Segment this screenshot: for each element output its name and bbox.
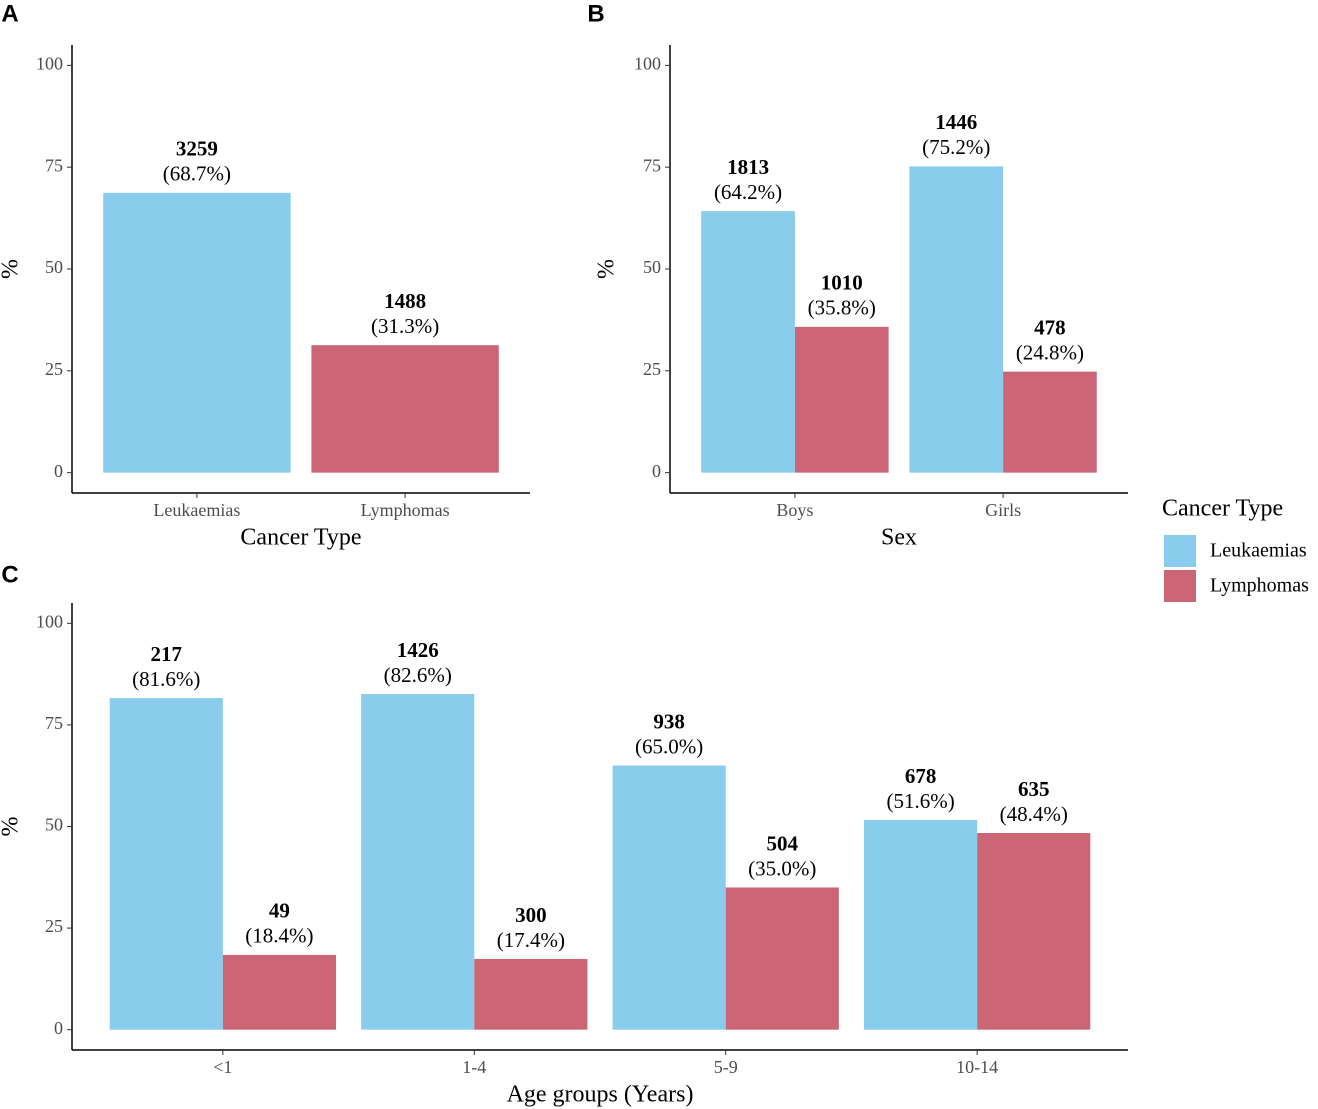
legend-key — [1164, 535, 1196, 567]
y-tick-label: 75 — [45, 713, 63, 733]
count-label: 1488 — [384, 289, 426, 313]
count-label: 300 — [515, 903, 547, 927]
x-tick-label: 1-4 — [462, 1057, 486, 1077]
y-axis-title: % — [0, 259, 24, 279]
legend-key — [1164, 570, 1196, 602]
count-label: 504 — [767, 831, 799, 855]
y-axis-title: % — [594, 259, 620, 279]
count-label: 217 — [151, 642, 183, 666]
count-label: 678 — [905, 764, 937, 788]
bar — [909, 166, 1004, 473]
bar — [109, 698, 223, 1030]
count-label: 938 — [653, 709, 685, 733]
x-tick-label: Leukaemias — [153, 500, 240, 520]
count-label: 635 — [1018, 777, 1050, 801]
bar — [864, 819, 978, 1030]
bar — [725, 887, 839, 1030]
y-tick-label: 0 — [54, 1018, 63, 1038]
panel-label: A — [1, 0, 18, 27]
value-label: (17.4%) — [497, 928, 565, 952]
x-tick-label: Girls — [985, 500, 1021, 520]
value-label: (35.0%) — [748, 856, 816, 880]
x-tick-label: Boys — [776, 500, 813, 520]
x-axis-title: Age groups (Years) — [507, 1082, 694, 1108]
y-tick-label: 100 — [36, 611, 63, 631]
value-label: (31.3%) — [371, 314, 439, 338]
bar — [474, 958, 588, 1030]
value-label: (81.6%) — [132, 667, 200, 691]
y-tick-label: 25 — [45, 359, 63, 379]
value-label: (75.2%) — [922, 135, 990, 159]
value-label: (65.0%) — [635, 734, 703, 758]
count-label: 1426 — [397, 638, 439, 662]
count-label: 1813 — [727, 155, 769, 179]
value-label: (48.4%) — [1000, 802, 1068, 826]
y-tick-label: 75 — [643, 155, 661, 175]
bar — [1003, 371, 1097, 473]
y-tick-label: 50 — [45, 257, 63, 277]
x-axis-title: Sex — [881, 525, 917, 551]
panel-label: C — [1, 561, 18, 588]
y-tick-label: 0 — [652, 461, 661, 481]
count-label: 1010 — [821, 271, 863, 295]
legend-title: Cancer Type — [1162, 496, 1283, 522]
y-tick-label: 100 — [36, 53, 63, 73]
bar — [977, 833, 1091, 1030]
bar — [361, 694, 475, 1030]
bar — [612, 765, 726, 1030]
value-label: (51.6%) — [886, 789, 954, 813]
legend-label: Lymphomas — [1210, 575, 1309, 597]
count-label: 3259 — [176, 137, 218, 161]
y-tick-label: 50 — [643, 257, 661, 277]
bar — [311, 345, 499, 473]
value-label: (24.8%) — [1016, 340, 1084, 364]
x-tick-label: <1 — [213, 1057, 232, 1077]
value-label: (35.8%) — [808, 296, 876, 320]
x-tick-label: 10-14 — [956, 1057, 998, 1077]
value-label: (82.6%) — [384, 663, 452, 687]
y-tick-label: 25 — [45, 916, 63, 936]
panel-label: B — [587, 0, 604, 27]
count-label: 478 — [1034, 315, 1066, 339]
bar — [222, 954, 336, 1030]
y-tick-label: 100 — [634, 53, 661, 73]
y-tick-label: 75 — [45, 155, 63, 175]
bar — [103, 192, 291, 473]
y-tick-label: 0 — [54, 461, 63, 481]
value-label: (68.7%) — [163, 162, 231, 186]
bar — [794, 326, 889, 473]
value-label: (18.4%) — [245, 924, 313, 948]
count-label: 49 — [269, 899, 290, 923]
x-axis-title: Cancer Type — [240, 525, 361, 551]
y-axis-title: % — [0, 817, 24, 837]
value-label: (64.2%) — [714, 180, 782, 204]
legend-label: Leukaemias — [1210, 540, 1307, 562]
x-tick-label: 5-9 — [714, 1057, 738, 1077]
x-tick-label: Lymphomas — [361, 500, 450, 520]
count-label: 1446 — [935, 110, 977, 134]
bar — [701, 211, 795, 473]
y-tick-label: 50 — [45, 815, 63, 835]
y-tick-label: 25 — [643, 359, 661, 379]
